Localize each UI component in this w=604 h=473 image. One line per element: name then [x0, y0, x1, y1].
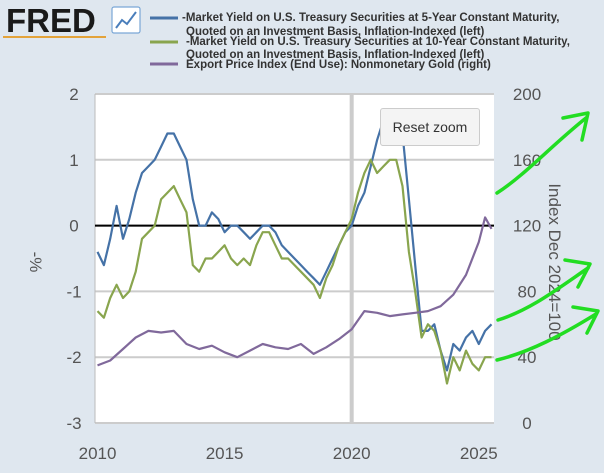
- reset-zoom-button[interactable]: Reset zoom: [380, 108, 480, 146]
- y-axis-title-right: Index Dec 2024=100: [545, 183, 564, 340]
- legend-label-5yr-line2: Quoted on an Investment Basis, Inflation…: [186, 26, 485, 38]
- y-tick-label-left: 2: [69, 85, 78, 104]
- series-layer: [95, 112, 494, 385]
- x-tick-label: 2020: [333, 444, 371, 463]
- annotation-arrowhead-bottom: [571, 305, 600, 335]
- series-line-gold-export-price: [97, 216, 493, 367]
- chart-legend: -Market Yield on U.S. Treasury Securitie…: [150, 12, 570, 71]
- fred-logo[interactable]: FRED: [3, 2, 106, 39]
- legend-label-5yr-line1: -Market Yield on U.S. Treasury Securitie…: [182, 12, 560, 24]
- y-tick-label-left: 1: [69, 151, 78, 170]
- y-tick-label-left: -3: [66, 414, 81, 433]
- annotation-arrow-top: [495, 116, 588, 195]
- grid-lines: [95, 93, 494, 424]
- fred-logo-text: FRED: [6, 2, 96, 39]
- y-tick-label-right: 0: [522, 414, 531, 433]
- x-tick-label: 2025: [460, 444, 498, 463]
- y-tick-label-left: -2: [66, 348, 81, 367]
- y-tick-label-right: 200: [513, 85, 541, 104]
- fred-logo-underline: [3, 36, 106, 38]
- annotation-arrow-middle: [496, 266, 590, 322]
- annotation-arrow-bottom: [495, 312, 598, 362]
- fred-chart-icon: [111, 6, 141, 34]
- y-tick-label-left: 0: [69, 217, 78, 236]
- annotation-arrowhead-middle: [563, 258, 592, 289]
- y-tick-label-right: 120: [513, 217, 541, 236]
- y-tick-label-left: -1: [66, 282, 81, 301]
- x-tick-label: 2010: [79, 444, 117, 463]
- y-tick-label-right: 80: [518, 282, 537, 301]
- x-tick-label: 2015: [206, 444, 244, 463]
- legend-label-gold: Export Price Index (End Use): Nonmonetar…: [186, 59, 491, 71]
- annotation-arrowhead-top: [561, 111, 590, 142]
- series-line-10yr-tips: [96, 158, 492, 385]
- y-axis-title-left: -%: [26, 252, 45, 273]
- legend-label-10yr-line1: -Market Yield on U.S. Treasury Securitie…: [186, 36, 570, 48]
- legend-label-10yr-line2: Quoted on an Investment Basis, Inflation…: [186, 49, 485, 61]
- annotation-arrows: [495, 111, 600, 362]
